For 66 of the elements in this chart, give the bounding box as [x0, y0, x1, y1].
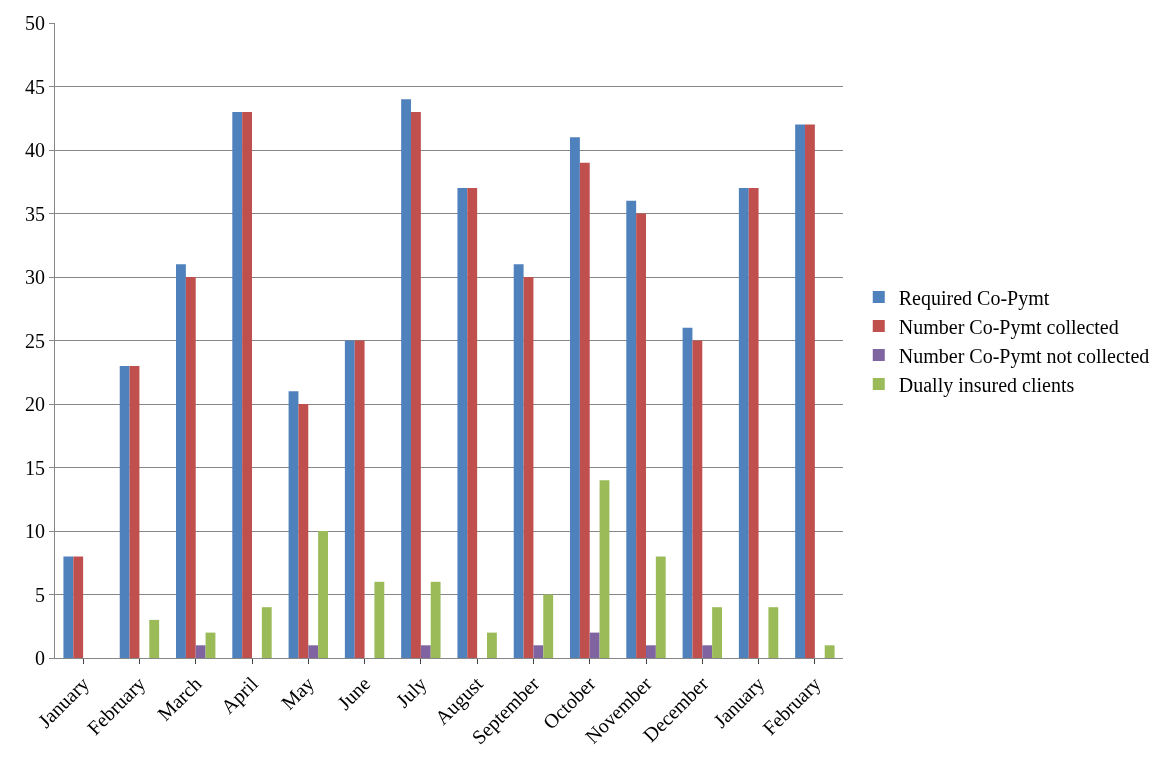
bar	[176, 264, 186, 658]
legend-label: Number Co-Pymt not collected	[898, 344, 1150, 368]
bar	[242, 111, 252, 658]
bar	[205, 632, 216, 658]
bar	[411, 111, 421, 658]
bar	[570, 137, 580, 658]
bar	[232, 111, 243, 658]
y-tick-label: 45	[25, 75, 45, 98]
legend-label: Number Co-Pymt collected	[898, 315, 1119, 339]
bar	[795, 124, 806, 658]
bar	[655, 556, 666, 658]
bar	[374, 581, 385, 658]
bar	[768, 607, 779, 658]
y-tick-label: 5	[35, 583, 45, 606]
bar	[401, 99, 412, 658]
bar	[805, 124, 815, 658]
x-tick-label: July	[391, 672, 432, 713]
y-tick-label: 10	[25, 520, 45, 542]
bar	[119, 365, 130, 658]
y-tick-label: 20	[25, 393, 45, 415]
bar	[748, 188, 759, 658]
x-tick-label: May	[276, 672, 319, 715]
bar	[486, 632, 497, 658]
bar	[646, 645, 656, 658]
y-tick-label: 30	[25, 266, 45, 288]
bar	[288, 391, 299, 658]
bar	[354, 340, 365, 658]
y-tick-label: 40	[25, 139, 45, 161]
bar	[467, 188, 478, 658]
bar	[712, 607, 722, 658]
bar	[457, 188, 468, 658]
bar	[185, 277, 196, 658]
bar	[195, 645, 206, 658]
bar	[824, 645, 835, 658]
bar	[63, 556, 74, 658]
bar	[738, 188, 749, 658]
legend-label: Required Co-Pymt	[898, 286, 1050, 310]
y-tick-label: 35	[25, 202, 45, 225]
bar	[420, 645, 431, 658]
bar	[318, 531, 328, 658]
bar	[682, 327, 693, 658]
bar	[579, 162, 590, 658]
bar	[692, 340, 703, 658]
y-tick-label: 25	[25, 329, 45, 352]
bar	[129, 365, 140, 658]
bar	[599, 480, 610, 658]
bar	[430, 581, 441, 658]
y-tick-label: 50	[25, 12, 45, 34]
bar	[636, 213, 646, 658]
bar	[73, 556, 84, 658]
bar	[626, 200, 637, 658]
bar	[513, 264, 524, 658]
bar	[523, 277, 534, 658]
x-tick-label: June	[332, 672, 375, 714]
bar	[308, 645, 319, 658]
bar	[298, 404, 309, 658]
bar	[533, 645, 544, 658]
bar	[149, 619, 160, 658]
bar	[589, 632, 600, 658]
bar	[702, 645, 713, 658]
legend-label: Dually insured clients	[898, 373, 1075, 397]
bar	[261, 607, 272, 658]
y-tick-label: 15	[25, 456, 45, 479]
y-tick-label: 0	[35, 647, 45, 669]
bar	[543, 594, 554, 658]
bar	[344, 340, 355, 658]
